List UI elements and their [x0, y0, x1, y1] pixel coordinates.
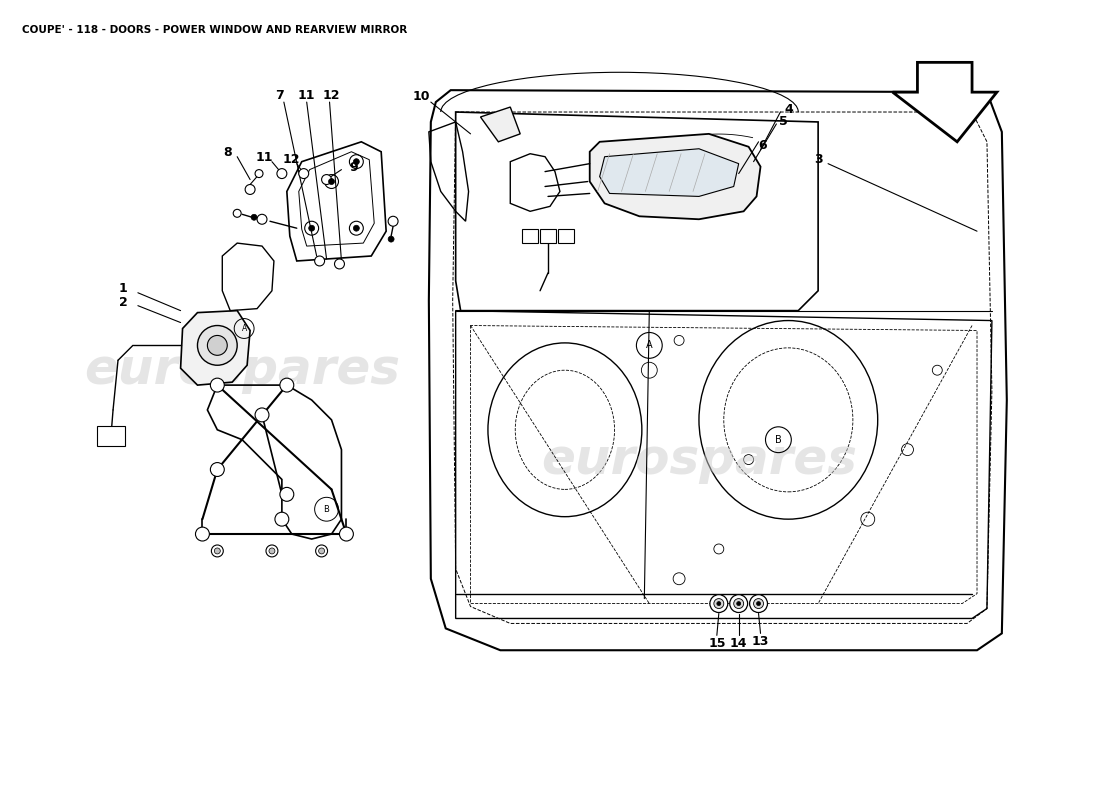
Text: B: B — [323, 505, 330, 514]
Circle shape — [279, 487, 294, 502]
FancyBboxPatch shape — [540, 229, 556, 243]
Circle shape — [340, 527, 353, 541]
Circle shape — [714, 598, 724, 609]
Circle shape — [211, 545, 223, 557]
Text: 3: 3 — [814, 153, 823, 166]
Text: A: A — [646, 340, 652, 350]
Text: COUPE' - 118 - DOORS - POWER WINDOW AND REARVIEW MIRROR: COUPE' - 118 - DOORS - POWER WINDOW AND … — [22, 25, 407, 34]
FancyBboxPatch shape — [97, 426, 125, 446]
Text: 8: 8 — [223, 146, 232, 159]
Text: 12: 12 — [283, 153, 300, 166]
Circle shape — [717, 602, 720, 606]
Circle shape — [255, 408, 270, 422]
Circle shape — [710, 594, 728, 613]
Text: 4: 4 — [784, 102, 793, 115]
Circle shape — [210, 378, 224, 392]
Text: 14: 14 — [730, 637, 747, 650]
Circle shape — [196, 527, 209, 541]
Circle shape — [309, 226, 315, 231]
Text: eurospares: eurospares — [85, 346, 400, 394]
Circle shape — [210, 462, 224, 477]
Circle shape — [757, 602, 760, 606]
Circle shape — [251, 214, 257, 220]
Circle shape — [299, 169, 309, 178]
Polygon shape — [481, 107, 520, 142]
Polygon shape — [600, 149, 739, 197]
Circle shape — [198, 326, 238, 366]
Polygon shape — [590, 134, 760, 219]
Circle shape — [270, 548, 275, 554]
Text: 11: 11 — [298, 89, 316, 102]
Text: A: A — [242, 324, 246, 333]
FancyBboxPatch shape — [522, 229, 538, 243]
Circle shape — [734, 598, 744, 609]
Circle shape — [749, 594, 768, 613]
Circle shape — [737, 602, 740, 606]
Text: 6: 6 — [758, 139, 767, 152]
Text: 1: 1 — [119, 282, 128, 295]
Text: 5: 5 — [779, 115, 788, 129]
Circle shape — [729, 594, 748, 613]
Text: 13: 13 — [751, 635, 769, 648]
Circle shape — [233, 210, 241, 218]
FancyBboxPatch shape — [558, 229, 574, 243]
Circle shape — [388, 236, 394, 242]
Circle shape — [208, 335, 228, 355]
Circle shape — [319, 548, 324, 554]
Polygon shape — [892, 62, 997, 142]
Text: eurospares: eurospares — [541, 435, 857, 483]
Text: 11: 11 — [255, 151, 273, 164]
Circle shape — [277, 169, 287, 178]
Circle shape — [329, 178, 334, 185]
Circle shape — [353, 158, 360, 165]
Circle shape — [388, 216, 398, 226]
Text: 7: 7 — [275, 89, 284, 102]
Text: 10: 10 — [412, 90, 430, 102]
Text: 9: 9 — [349, 161, 358, 174]
Circle shape — [245, 185, 255, 194]
Circle shape — [266, 545, 278, 557]
Circle shape — [255, 170, 263, 178]
Circle shape — [275, 512, 289, 526]
Circle shape — [257, 214, 267, 224]
Text: 12: 12 — [322, 89, 340, 102]
Circle shape — [334, 259, 344, 269]
Text: 15: 15 — [708, 637, 726, 650]
Circle shape — [279, 378, 294, 392]
Circle shape — [321, 174, 331, 185]
Circle shape — [315, 256, 324, 266]
Polygon shape — [180, 310, 250, 385]
Circle shape — [316, 545, 328, 557]
Text: 2: 2 — [119, 296, 128, 309]
Text: B: B — [776, 434, 782, 445]
Circle shape — [214, 548, 220, 554]
Circle shape — [353, 226, 360, 231]
Circle shape — [754, 598, 763, 609]
